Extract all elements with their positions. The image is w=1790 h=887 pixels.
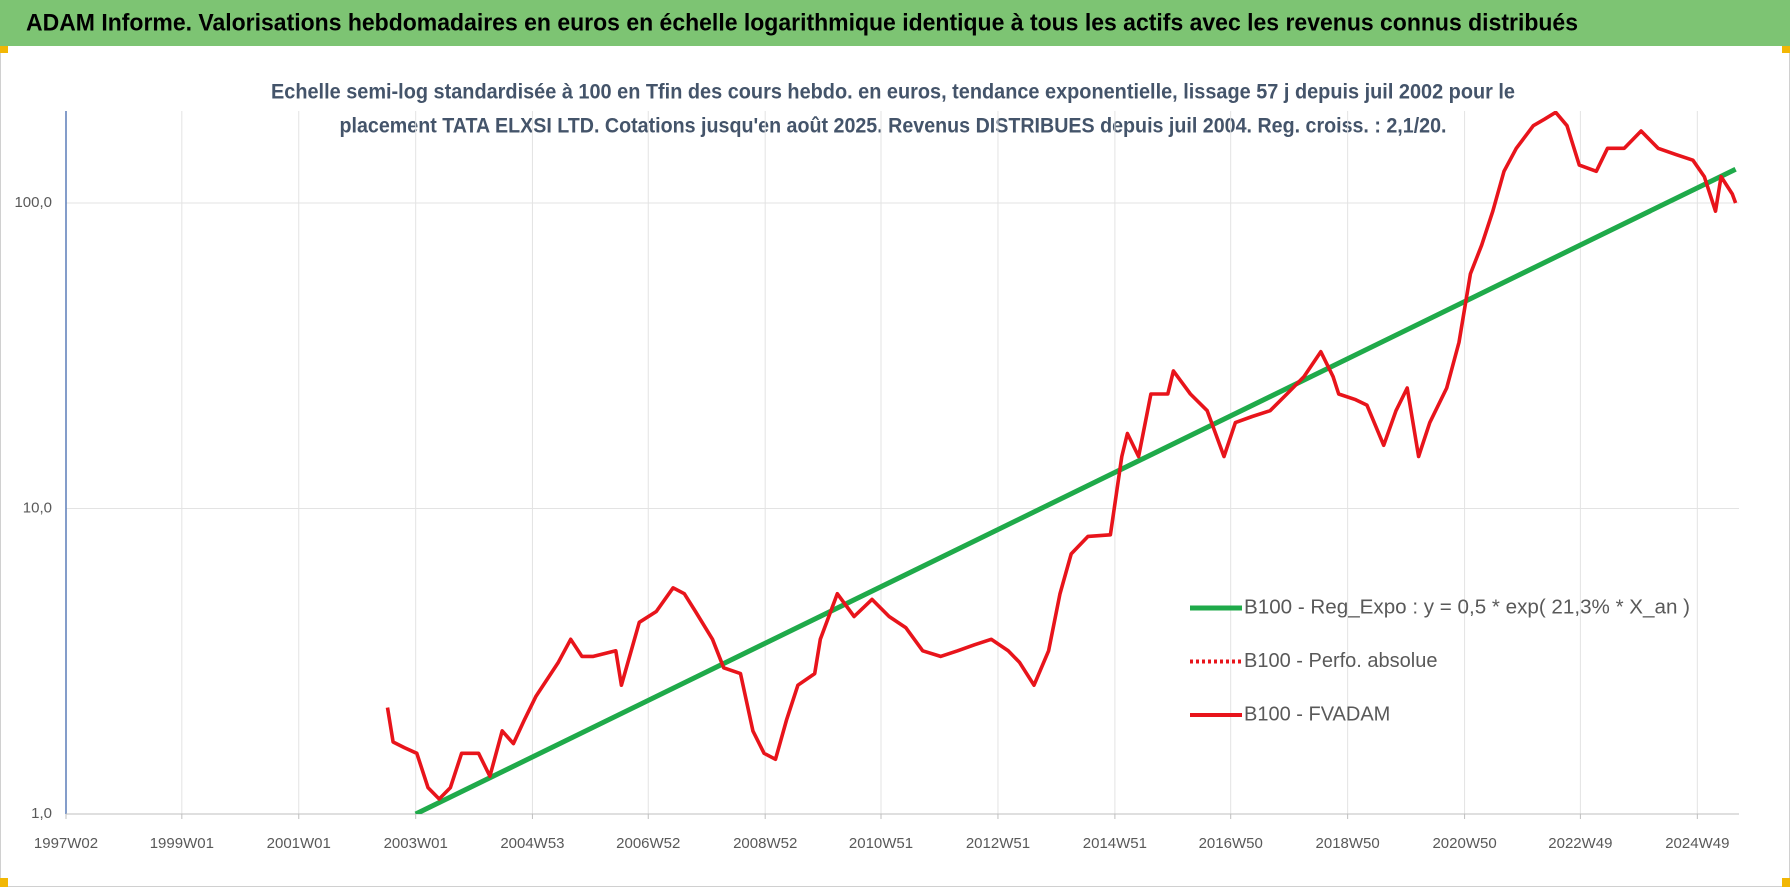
x-tick-label: 1999W01 [150, 835, 214, 852]
corner [1782, 46, 1790, 53]
title-bar [0, 0, 1790, 46]
corner [1782, 878, 1790, 887]
chart-title: ADAM Informe. Valorisations hebdomadaire… [26, 9, 1578, 36]
x-tick-label: 2016W50 [1199, 835, 1263, 852]
x-tick-label: 2022W49 [1548, 835, 1612, 852]
corner [0, 46, 8, 53]
y-tick-label: 100,0 [14, 194, 52, 211]
legend-label: B100 - Reg_Expo : y = 0,5 * exp( 21,3% *… [1244, 596, 1690, 618]
legend-label: B100 - Perfo. absolue [1244, 650, 1437, 672]
chart-subtitle: Echelle semi-log standardisée à 100 en T… [271, 81, 1515, 104]
corner [0, 878, 8, 887]
x-tick-label: 2014W51 [1083, 835, 1147, 852]
chart-subtitle: placement TATA ELXSI LTD. Cotations jusq… [340, 115, 1447, 138]
x-tick-label: 2001W01 [267, 835, 331, 852]
x-tick-label: 2012W51 [966, 835, 1030, 852]
x-tick-label: 2010W51 [849, 835, 913, 852]
x-tick-label: 2018W50 [1316, 835, 1380, 852]
plot-area [385, 111, 1738, 814]
x-tick-label: 2004W53 [500, 835, 564, 852]
x-tick-label: 2006W52 [616, 835, 680, 852]
x-tick-label: 2008W52 [733, 835, 797, 852]
x-tick-label: 1997W02 [34, 835, 98, 852]
x-tick-label: 2020W50 [1432, 835, 1496, 852]
legend-label: B100 - FVADAM [1244, 703, 1390, 725]
y-tick-label: 10,0 [23, 499, 52, 516]
x-tick-label: 2024W49 [1665, 835, 1729, 852]
y-tick-label: 1,0 [31, 805, 52, 822]
series-line [414, 166, 1737, 814]
series-line [385, 111, 1738, 801]
x-tick-label: 2003W01 [384, 835, 448, 852]
